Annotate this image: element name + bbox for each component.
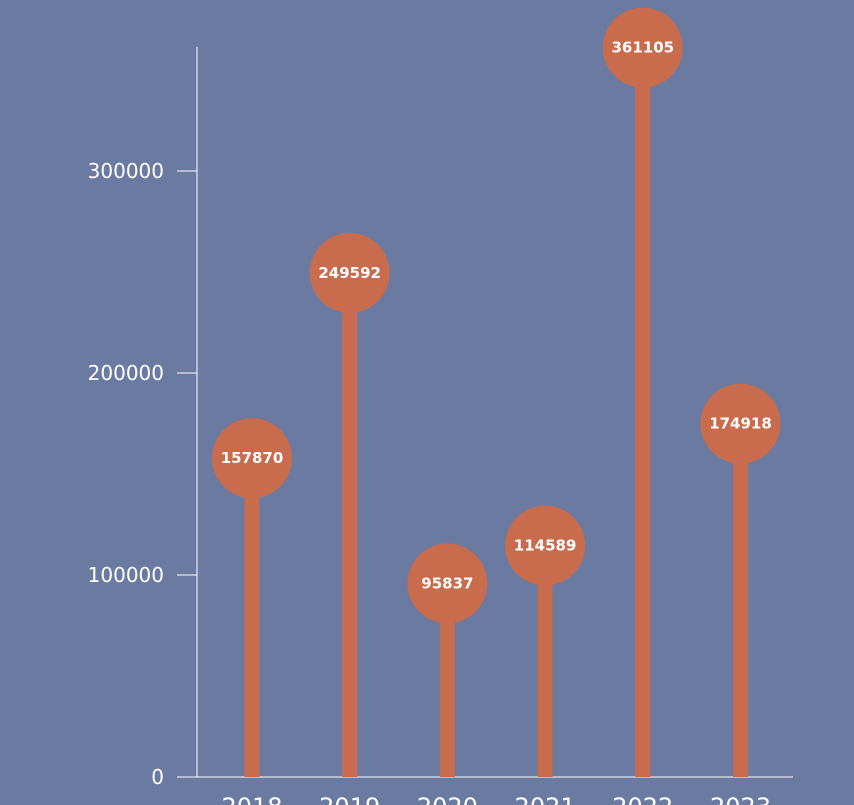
chart-axes: 0 100000 200000 300000 2018 2019 2020 2021 2022… [88,47,793,805]
y-tick-label: 0 [151,765,164,789]
lollipop-2023: 174918 [700,383,781,777]
y-tick-label: 100000 [88,563,164,587]
value-label: 361105 [611,39,674,57]
x-axis-ticks: 2018 2019 2020 2021 2022 2023 [221,793,771,805]
lollipop-head [505,505,586,586]
x-tick-label: 2019 [319,793,380,805]
y-axis-ticks: 0 100000 200000 300000 [88,159,197,789]
lollipop-2022: 361105 [602,7,683,777]
x-tick-label: 2021 [515,793,576,805]
y-tick-label: 300000 [88,159,164,183]
lollipop-head [602,7,683,88]
x-tick-label: 2020 [417,793,478,805]
value-label: 157870 [221,449,284,467]
value-label: 114589 [514,537,577,555]
x-tick-label: 2023 [710,793,771,805]
x-tick-label: 2022 [612,793,673,805]
lollipop-head [407,543,488,624]
value-label: 249592 [318,264,381,282]
lollipop-2021: 114589 [505,505,586,777]
value-label: 95837 [421,574,473,592]
lollipop-2020: 95837 [407,543,488,777]
lollipop-head [700,383,781,464]
lollipop-2019: 249592 [309,232,390,777]
chart-marks: 157870 249592 95837 114589 361105 174918 [212,7,781,777]
lollipop-head [309,232,390,313]
lollipop-head [212,418,292,499]
value-label: 174918 [709,415,772,433]
lollipop-2018: 157870 [212,418,292,777]
x-tick-label: 2018 [221,793,282,805]
y-tick-label: 200000 [88,361,164,385]
